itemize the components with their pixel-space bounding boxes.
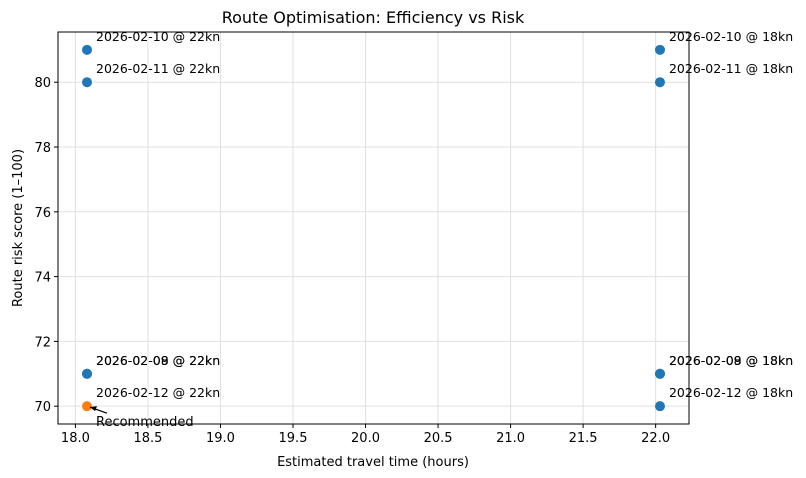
y-tick-label: 72 [34,335,51,350]
point-label: 2026-02-10 @ 18kn [669,29,793,44]
y-tick-label: 76 [34,206,51,221]
y-tick-label: 78 [34,141,51,156]
annotation: Recommended [96,415,194,430]
annotation-arrowhead [90,406,98,412]
x-tick-label: 20.0 [351,431,380,446]
x-tick-label: 21.5 [569,431,598,446]
point-label: 2026-02-10 @ 22kn [96,29,220,44]
point-label: 2026-02-12 @ 22kn [96,385,220,400]
y-tick-label: 70 [34,400,51,415]
point-label: 2026-02-11 @ 22kn [96,61,220,76]
point-label: 2026-02-08 @ 18kn [669,353,793,368]
x-tick-label: 19.5 [279,431,308,446]
point [654,44,665,55]
x-tick-label: 18.0 [61,431,90,446]
point [82,368,93,379]
point [82,401,93,412]
x-tick-label: 22.0 [641,431,670,446]
point [654,368,665,379]
x-tick-label: 21.0 [496,431,525,446]
x-tick-label: 18.5 [133,431,162,446]
y-tick-label: 74 [34,271,51,286]
x-tick-label: 20.5 [424,431,453,446]
y-axis-label: Route risk score (1–100) [11,149,26,307]
point-label: 2026-02-12 @ 18kn [669,385,793,400]
y-tick-label: 80 [34,76,51,91]
point-label: 2026-02-09 @ 22kn [96,353,220,368]
x-tick-label: 19.0 [206,431,235,446]
point [82,77,93,88]
point [654,401,665,412]
plot-frame [57,31,690,425]
x-axis-label: Estimated travel time (hours) [277,455,469,470]
point [82,44,93,55]
point-label: 2026-02-11 @ 18kn [669,61,793,76]
point-label: 2026-02-08 @ 22kn [96,353,220,368]
chart-title: Route Optimisation: Efficiency vs Risk [222,8,525,27]
point [654,77,665,88]
point-label: 2026-02-09 @ 18kn [669,353,793,368]
